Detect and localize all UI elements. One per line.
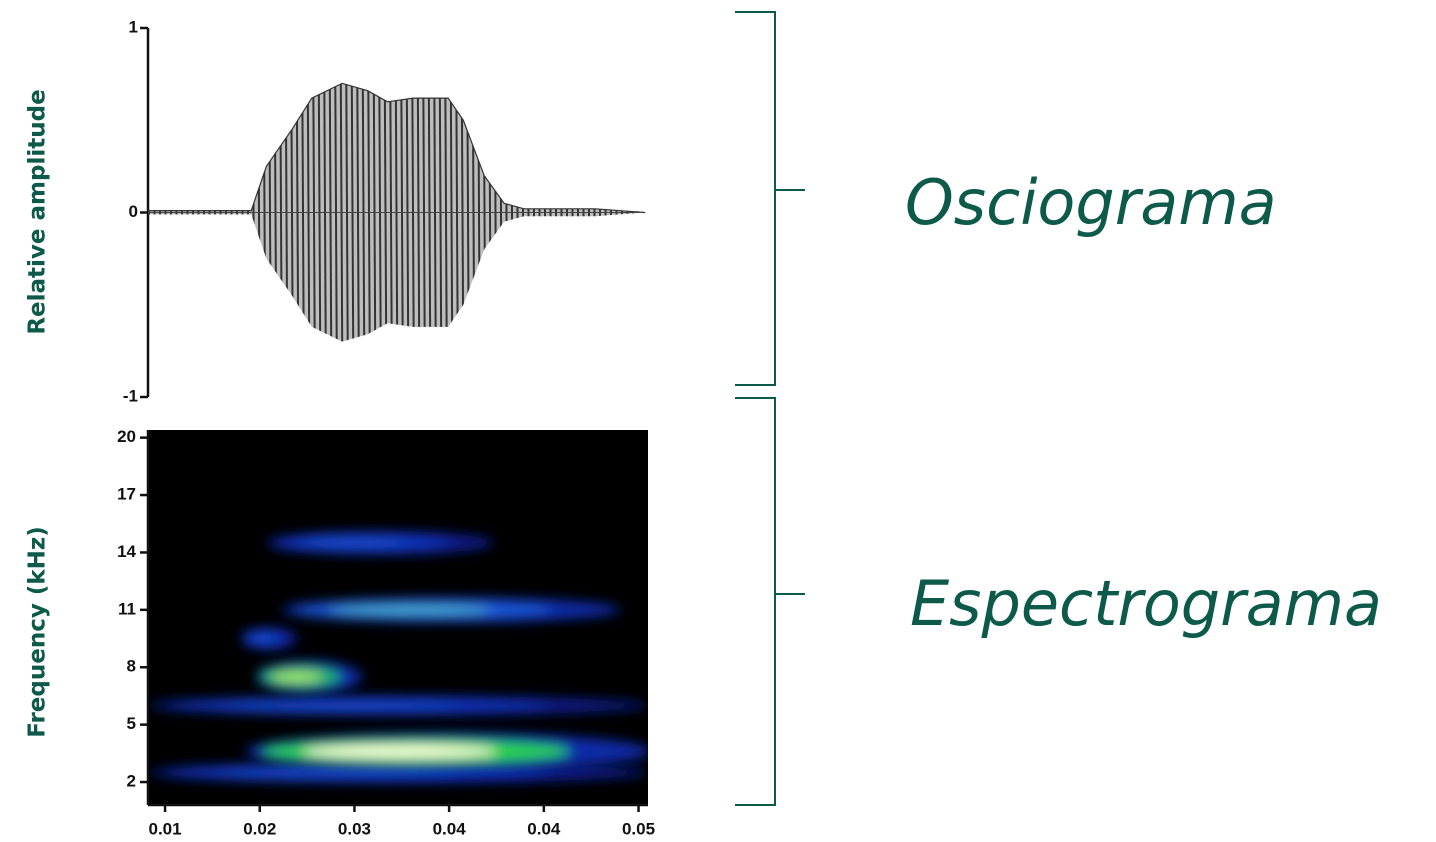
band (246, 732, 651, 770)
band (282, 597, 621, 622)
bracket-bottom (735, 398, 805, 805)
annotation: Espectrograma (910, 567, 1382, 640)
x-tick-label: 0.01 (148, 819, 181, 838)
y-tick-label: 5 (127, 714, 136, 733)
bracket-top (735, 12, 805, 385)
y-tick-label: 8 (127, 657, 136, 676)
band (266, 531, 493, 555)
y-axis-title: Frequency (kHz) (25, 526, 51, 738)
brackets (735, 12, 805, 805)
x-tick-label: 0.03 (338, 819, 371, 838)
band-core (271, 672, 322, 682)
band-core (249, 635, 276, 642)
x-tick-label: 0.05 (622, 819, 655, 838)
y-tick-label: 2 (127, 772, 136, 791)
band-core (329, 606, 492, 614)
band (256, 661, 362, 693)
band-core (302, 745, 497, 757)
y-tick-label: 1 (129, 17, 138, 36)
band (148, 696, 648, 716)
y-axis-title: Relative amplitude (25, 89, 51, 334)
band (241, 627, 298, 650)
y-tick-label: -1 (123, 386, 138, 405)
figure: Osciograma Espectrograma Relative amplit… (0, 0, 1436, 842)
x-tick-label: 0.02 (243, 819, 276, 838)
y-tick-label: 20 (117, 427, 136, 446)
band-core (218, 702, 458, 708)
annotation: Osciograma (905, 166, 1277, 239)
y-tick-label: 11 (118, 599, 136, 618)
band-core (298, 539, 407, 547)
y-tick-label: 14 (117, 542, 136, 561)
x-tick-label: 0.04 (527, 819, 561, 838)
y-tick-label: 17 (117, 485, 136, 504)
y-tick-label: 0 (129, 202, 138, 221)
x-tick-label: 0.04 (433, 819, 467, 838)
